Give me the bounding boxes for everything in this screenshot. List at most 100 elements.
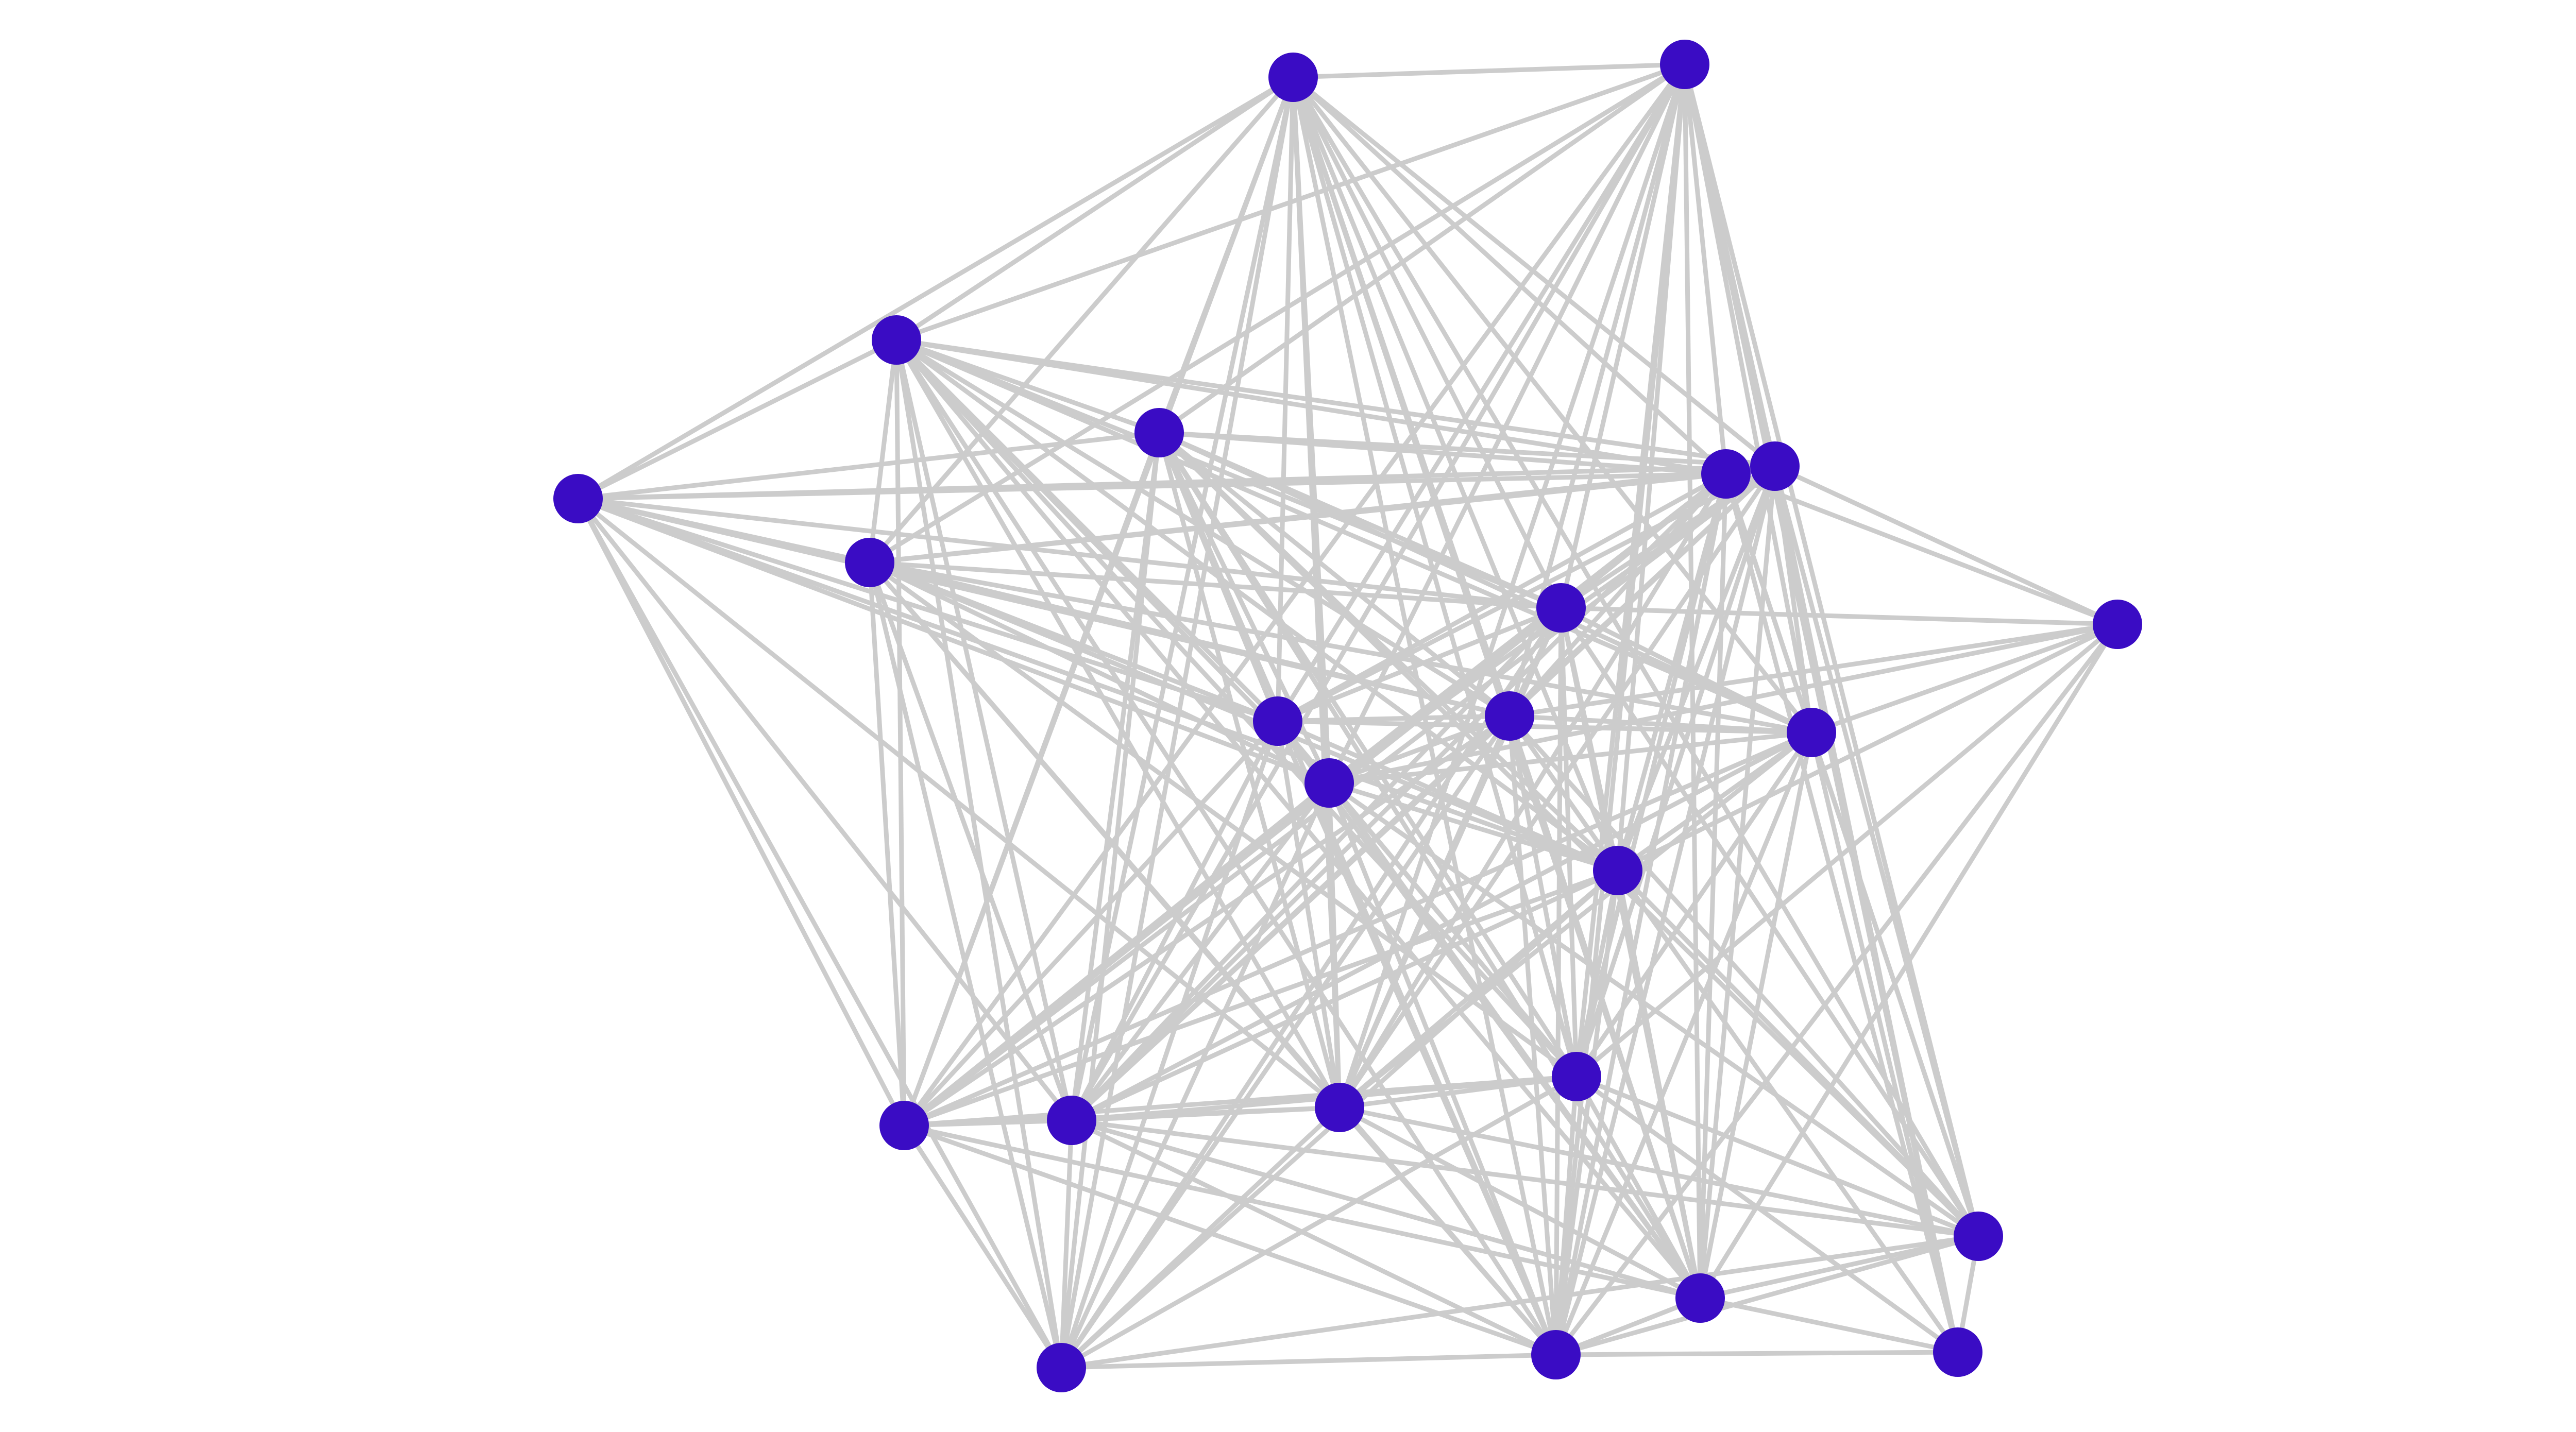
graph-edge (576, 497, 1074, 1122)
graph-edge (1555, 1295, 1701, 1357)
graph-edge (1725, 471, 2119, 627)
graph-edge (1059, 1120, 1074, 1368)
graph-edge (1555, 1350, 1958, 1357)
graph-edge (894, 338, 1702, 1300)
graph-edge (869, 560, 1812, 735)
graph-edge (894, 338, 1558, 1356)
graph-edge (1575, 1074, 1979, 1239)
graph-node[interactable] (879, 1101, 929, 1150)
graph-edge (1328, 781, 1980, 1238)
graph-node[interactable] (1954, 1212, 2003, 1261)
graph-node[interactable] (1552, 1052, 1601, 1101)
graph-edge (577, 496, 1330, 786)
graph-node[interactable] (1304, 758, 1354, 808)
graph-node[interactable] (845, 538, 894, 587)
graph-edge (902, 1124, 1063, 1369)
graph-edge (1275, 720, 1558, 1356)
graph-edge (1553, 64, 1687, 1355)
graph-edge (1277, 605, 1562, 724)
graph-node[interactable] (1268, 53, 1318, 102)
graph-edge (1277, 719, 1619, 873)
graph-edge (1071, 1118, 1557, 1357)
graph-edge (902, 432, 1162, 1127)
graph-edge (896, 337, 1726, 476)
graph-edge (1700, 1234, 1979, 1301)
graph-node[interactable] (1531, 1330, 1581, 1379)
graph-edge (1555, 1234, 1979, 1357)
graph-edge (1700, 1295, 1958, 1355)
graph-node[interactable] (1047, 1096, 1096, 1145)
graph-edge (1809, 731, 1981, 1237)
graph-edge (895, 337, 1812, 735)
graph-edge (578, 464, 1775, 501)
graph-edge (1061, 1234, 1979, 1370)
graph-edge (1574, 731, 1814, 1078)
graph-edge (1559, 606, 1980, 1238)
node-layer (553, 40, 2142, 1392)
graph-edge (1507, 715, 1703, 1299)
graph-node[interactable] (2093, 600, 2142, 649)
graph-node[interactable] (553, 474, 603, 523)
graph-edge (1560, 605, 1813, 735)
graph-edge (904, 1123, 1701, 1301)
graph-edge (1574, 870, 1620, 1077)
graph-edge (867, 561, 1074, 1121)
graph-node[interactable] (1536, 583, 1586, 633)
graph-edge (869, 560, 1619, 873)
graph-edge (1616, 869, 1960, 1354)
graph-edge (903, 868, 1619, 1128)
graph-node[interactable] (1787, 708, 1836, 757)
graph-edge (1682, 64, 1814, 733)
graph-edge (903, 781, 1331, 1128)
graph-node[interactable] (1253, 696, 1302, 746)
graph-edge (1071, 1118, 1701, 1301)
graph-edge (1554, 623, 2120, 1356)
graph-edge (1553, 1076, 1579, 1355)
graph-edge (1509, 622, 2118, 719)
graph-edge (894, 338, 1342, 1109)
graph-edge (1507, 715, 1558, 1355)
graph-edge (1158, 62, 1686, 435)
graph-node[interactable] (1660, 40, 1709, 89)
graph-node[interactable] (1701, 449, 1751, 499)
graph-edge (1553, 731, 1814, 1356)
graph-edge (1059, 782, 1332, 1369)
graph-node[interactable] (872, 315, 921, 365)
graph-edge (867, 562, 907, 1126)
graph-edge (1337, 1106, 1558, 1356)
graph-edge (1060, 1075, 1578, 1370)
graph-node[interactable] (1750, 441, 1800, 491)
graph-edge (577, 75, 1295, 501)
graph-edge (1071, 868, 1619, 1123)
graph-edge (1059, 714, 1512, 1369)
graph-edge (1574, 465, 1777, 1078)
graph-edge (1070, 781, 1331, 1122)
graph-edge (894, 339, 1074, 1121)
graph-edge (869, 560, 1562, 610)
graph-edge (1617, 622, 2119, 873)
graph-node[interactable] (1933, 1327, 1982, 1377)
graph-edge (903, 714, 1511, 1128)
graph-edge (1810, 622, 2119, 735)
graph-edge (867, 339, 899, 563)
graph-node[interactable] (1675, 1273, 1725, 1323)
graph-node[interactable] (1037, 1343, 1086, 1392)
graph-node[interactable] (1485, 691, 1534, 741)
graph-edge (896, 337, 1775, 469)
graph-edge (868, 62, 1686, 565)
graph-edge (1291, 75, 1728, 476)
graph-edge (1558, 64, 1687, 608)
graph-edge (1561, 605, 2118, 627)
graph-edge (1277, 719, 1812, 735)
graph-node[interactable] (1593, 846, 1642, 895)
graph-node[interactable] (1134, 408, 1184, 457)
graph-edge (1327, 781, 1702, 1300)
graph-node[interactable] (1315, 1083, 1364, 1132)
graph-edge (1291, 76, 1564, 609)
graph-edge (1157, 431, 1702, 1300)
graph-edge (1338, 1105, 1702, 1300)
graph-edge (903, 1123, 1557, 1357)
graph-edge (1275, 721, 1342, 1108)
graph-edge (1293, 62, 1685, 80)
